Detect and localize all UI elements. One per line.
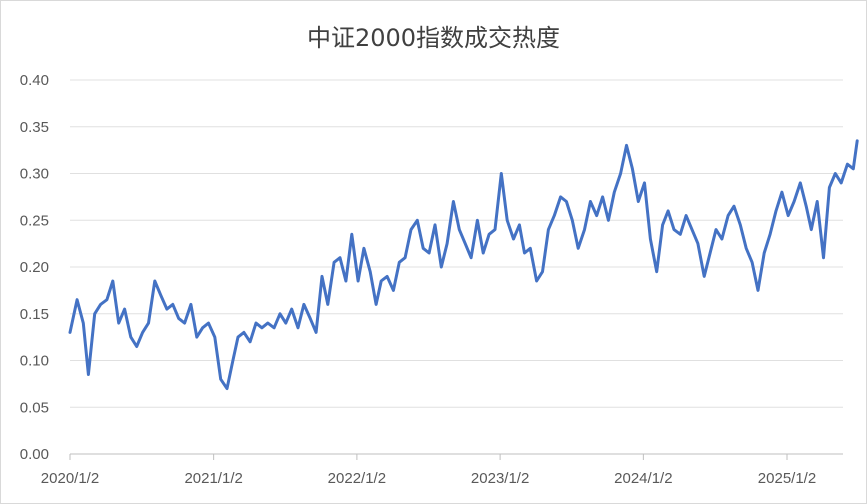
gridlines <box>70 79 843 455</box>
y-tick-label: 0.35 <box>20 119 49 136</box>
y-tick-label: 0.05 <box>20 399 49 416</box>
y-tick-label: 0.30 <box>20 166 49 183</box>
chart-title: 中证2000指数成交热度 <box>306 24 561 52</box>
x-tick-label: 2023/1/2 <box>471 470 529 487</box>
x-axis-ticks: 2020/1/2 2021/1/2 2022/1/2 2023/1/2 2024/1/2… <box>41 454 816 487</box>
series-group <box>68 139 859 391</box>
x-tick-label: 2025/1/2 <box>758 470 816 487</box>
y-tick-label: 0.10 <box>20 353 49 370</box>
x-tick-label: 2020/1/2 <box>41 470 99 487</box>
x-tick-label: 2021/1/2 <box>184 470 242 487</box>
y-tick-label: 0.00 <box>20 446 49 463</box>
y-tick-label: 0.25 <box>20 212 49 229</box>
y-tick-label: 0.15 <box>20 306 49 323</box>
y-tick-label: 0.40 <box>20 72 49 89</box>
y-tick-label: 0.20 <box>20 259 49 276</box>
x-tick-label: 2022/1/2 <box>328 470 386 487</box>
y-axis-ticks: 0.00 0.05 0.10 0.15 0.20 0.25 0.30 0.35 0.40 <box>20 72 49 463</box>
x-tick-label: 2024/1/2 <box>614 470 672 487</box>
series-line <box>68 139 859 391</box>
